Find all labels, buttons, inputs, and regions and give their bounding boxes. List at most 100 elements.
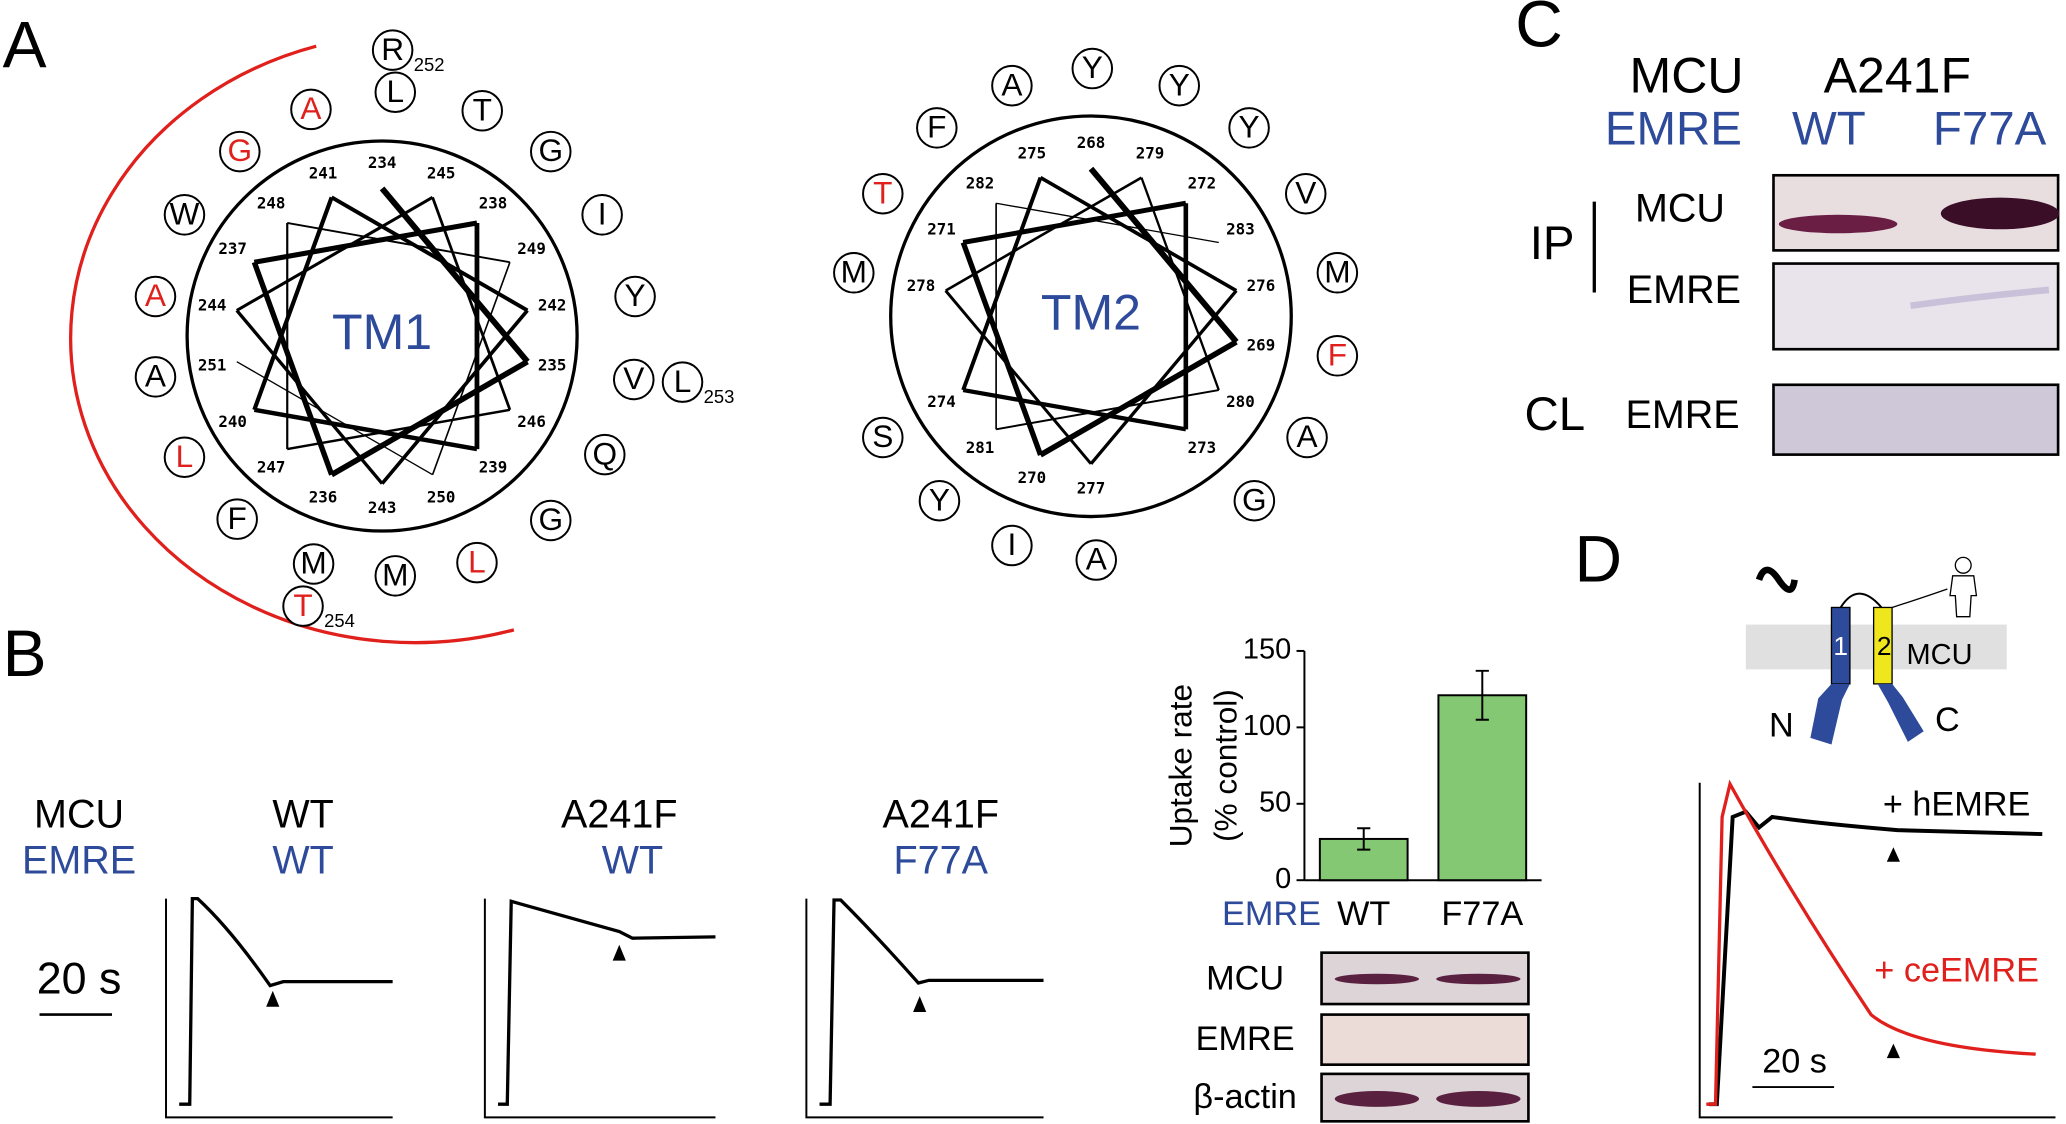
helix-edge bbox=[1039, 176, 1238, 293]
y-tick-label: 150 bbox=[1243, 634, 1291, 666]
helix-number: 251 bbox=[198, 356, 227, 375]
residue: A bbox=[1086, 541, 1108, 577]
residue-circle bbox=[833, 252, 875, 294]
blot-label: MCU bbox=[1206, 959, 1284, 997]
residue-circle bbox=[991, 64, 1033, 107]
residue-circle bbox=[1316, 335, 1359, 377]
residue: I bbox=[1008, 526, 1017, 562]
helix-number: 281 bbox=[966, 438, 995, 457]
row-label: EMRE bbox=[22, 839, 136, 883]
panel-label: D bbox=[1575, 521, 1623, 595]
helix-label: 1 bbox=[1833, 631, 1848, 661]
helix-number: 247 bbox=[257, 458, 286, 477]
condition-label: A241F bbox=[883, 792, 999, 836]
helix-edge bbox=[253, 407, 478, 452]
residue-circle bbox=[614, 275, 656, 318]
row-label: MCU bbox=[34, 792, 124, 836]
terminus bbox=[1877, 683, 1924, 742]
helix-number: 282 bbox=[966, 174, 995, 193]
helix-edge bbox=[944, 289, 1093, 465]
helix-number: 234 bbox=[368, 153, 397, 172]
helix-number: 242 bbox=[538, 296, 567, 315]
panel-label: B bbox=[3, 616, 47, 690]
residue-circle bbox=[134, 356, 177, 398]
helix-number: 274 bbox=[927, 392, 956, 411]
residue: T bbox=[873, 174, 892, 210]
helix-edge bbox=[944, 176, 1143, 292]
helix-number: 246 bbox=[517, 412, 546, 431]
column-label: WT bbox=[1792, 102, 1866, 155]
residue: L bbox=[386, 73, 404, 109]
residue: A bbox=[145, 358, 167, 394]
loop bbox=[1839, 592, 1883, 609]
bands bbox=[1778, 197, 2060, 309]
residue: A bbox=[300, 90, 322, 126]
bar-chart: 0 50 100 150 Uptake rate (% control) EMRE WT F77… bbox=[1163, 634, 1542, 933]
helix-edge bbox=[1089, 289, 1238, 465]
panel-label: C bbox=[1515, 0, 1563, 60]
residue-circle bbox=[292, 543, 335, 585]
blot-label: MCU bbox=[1635, 186, 1725, 230]
residue-circle bbox=[613, 358, 655, 401]
helix-edge bbox=[1039, 339, 1238, 458]
residue-circle bbox=[1233, 479, 1276, 522]
traces bbox=[165, 897, 1044, 1119]
helix-edge bbox=[960, 241, 1043, 456]
helix-number: 240 bbox=[218, 412, 247, 431]
residue-circle bbox=[282, 585, 324, 627]
residue-circle bbox=[581, 194, 623, 236]
residue: L bbox=[176, 438, 194, 474]
arc bbox=[69, 44, 515, 645]
residue: V bbox=[623, 360, 644, 396]
helix-edge bbox=[251, 261, 335, 476]
helix-number: 250 bbox=[427, 488, 456, 507]
x-tick-label: WT bbox=[1337, 895, 1390, 933]
group-label: IP bbox=[1530, 217, 1575, 270]
helix-edge bbox=[962, 200, 1187, 245]
residue-number: 252 bbox=[414, 54, 445, 75]
y-tick-label: 0 bbox=[1275, 863, 1291, 895]
residue: I bbox=[598, 195, 607, 231]
helix-number: 243 bbox=[368, 498, 397, 517]
helix-edge bbox=[330, 359, 529, 478]
helix-label: 2 bbox=[1877, 631, 1892, 661]
helix-edge bbox=[380, 309, 529, 485]
residue-circle bbox=[584, 433, 626, 476]
residue-circle bbox=[216, 498, 258, 540]
residue-circle bbox=[134, 275, 177, 318]
residue-circle bbox=[219, 130, 261, 173]
residue: M bbox=[300, 545, 326, 581]
helix-number: 236 bbox=[309, 488, 338, 507]
wheel-name: TM1 bbox=[332, 304, 432, 360]
residue-circle bbox=[163, 436, 206, 479]
helix-edge bbox=[236, 361, 433, 476]
helix-edge bbox=[287, 222, 511, 264]
helix-number: 270 bbox=[1018, 468, 1047, 487]
condition-label: WT bbox=[272, 792, 333, 836]
helix-number: 278 bbox=[907, 276, 936, 295]
residue: A bbox=[1001, 66, 1023, 102]
residue: L bbox=[468, 543, 486, 579]
residue-number: 253 bbox=[704, 386, 735, 407]
helix-number: 235 bbox=[538, 356, 567, 375]
helix-number: 269 bbox=[1247, 336, 1276, 355]
residue: Y bbox=[1082, 49, 1103, 85]
helix-number: 248 bbox=[257, 193, 286, 212]
terminus-label: C bbox=[1935, 701, 1960, 739]
group-label: CL bbox=[1524, 388, 1585, 441]
helix-number: 241 bbox=[309, 163, 338, 182]
residue-circle bbox=[290, 88, 332, 131]
residue-circle bbox=[371, 29, 414, 71]
helix-number: 237 bbox=[218, 239, 247, 258]
helix-number: 239 bbox=[479, 458, 508, 477]
protein-label: MCU bbox=[1907, 639, 1973, 671]
helix-number: 279 bbox=[1136, 144, 1165, 163]
error-bar bbox=[1475, 669, 1489, 721]
residue: G bbox=[1242, 481, 1267, 517]
helix-number: 245 bbox=[427, 163, 456, 182]
wheel-circle bbox=[889, 114, 1293, 519]
residue: Q bbox=[592, 435, 617, 471]
residue: Y bbox=[1239, 109, 1260, 145]
panel-label: A bbox=[3, 8, 47, 82]
wheels: TM1 234 235 236 237 238 239 240 241 242 243 244 245 2… bbox=[134, 29, 1359, 631]
